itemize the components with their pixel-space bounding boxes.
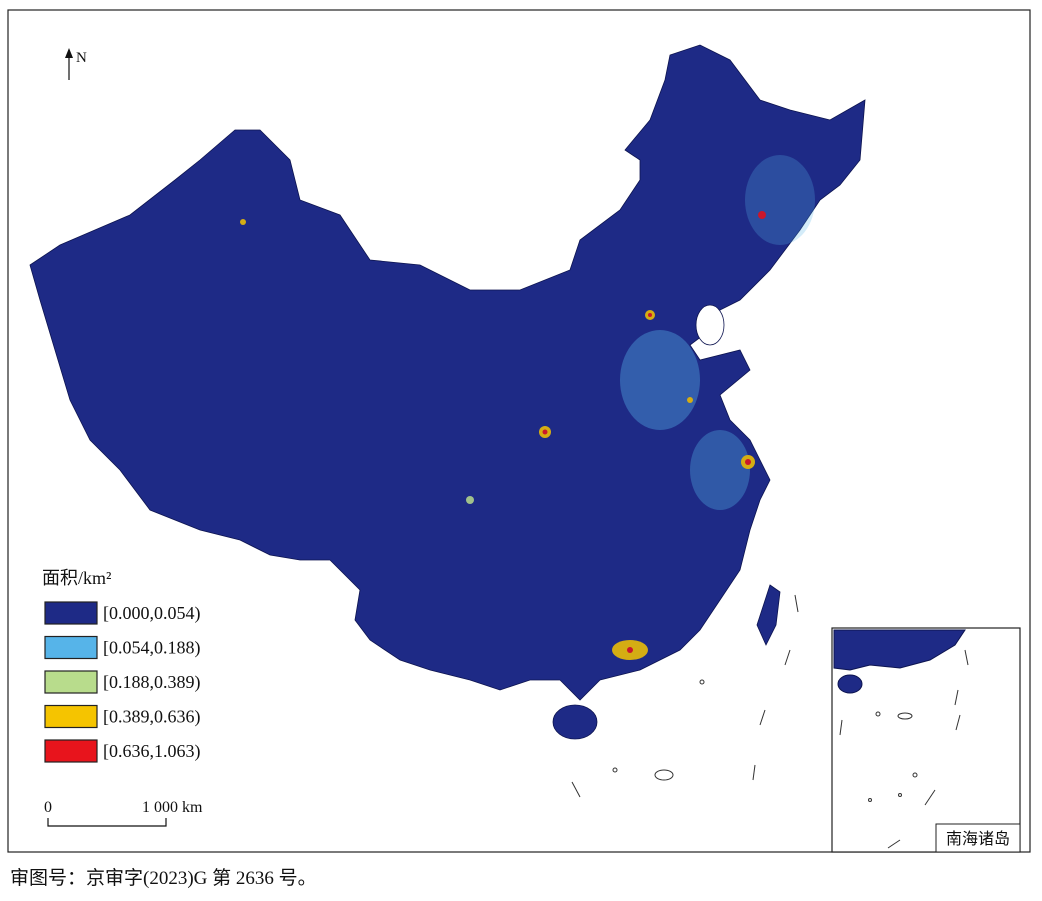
legend-swatch: [44, 704, 98, 729]
scale-bar: 0 1 000 km: [44, 799, 203, 827]
legend-swatch: [44, 670, 98, 694]
legend-swatch: [44, 601, 98, 625]
inset-label: 南海诸岛: [946, 830, 1010, 848]
legend-label: [0.389,0.636): [103, 707, 201, 728]
inset: 南海诸岛: [831, 627, 1021, 853]
china-map: [29, 44, 866, 740]
legend-title: 面积/km²: [42, 568, 111, 588]
scale-end: 1 000 km: [142, 799, 203, 816]
north-label: N: [76, 50, 87, 66]
legend-label: [0.188,0.389): [103, 672, 201, 693]
legend-label: [0.636,1.063): [103, 741, 201, 762]
legend-swatch: [44, 635, 98, 660]
caption: 审图号：京审字(2023)G 第 2636 号。: [10, 867, 317, 889]
legend: [0.000,0.054) [0.054,0.188) [0.188,0.389) […: [44, 601, 201, 763]
north-arrow: N: [65, 48, 87, 80]
legend-label: [0.054,0.188): [103, 638, 201, 659]
sea-islands: [571, 594, 799, 798]
legend-swatch: [44, 739, 98, 763]
scale-start: 0: [44, 799, 52, 816]
hotspots: [240, 155, 815, 660]
legend-label: [0.000,0.054): [103, 603, 201, 624]
